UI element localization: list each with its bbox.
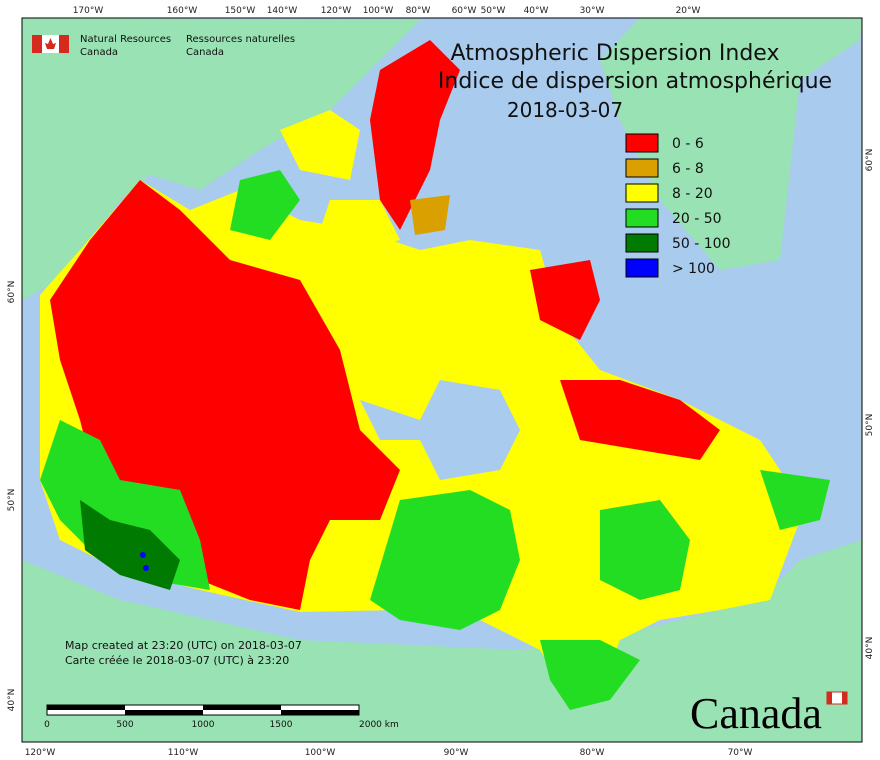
southern-ontario-green [540, 640, 640, 710]
hudson-bay [360, 380, 520, 480]
legend-label: 0 - 6 [672, 136, 704, 152]
legend-swatch [625, 158, 659, 178]
maple-leaf [45, 38, 56, 49]
arctic-orange [410, 195, 450, 235]
scale-segment [281, 710, 359, 715]
map-frame [21, 17, 863, 743]
credit: Map created at 23:20 (UTC) on 2018-03-07 [65, 639, 302, 652]
latitude-label: 60°N [865, 149, 875, 172]
graticule-labels: 170°W 160°W 150°W 140°W 120°W 100°W 80°W 60°W 50… [7, 6, 875, 758]
longitude-label: 120°W [321, 6, 352, 16]
legend-label: > 100 [672, 261, 715, 277]
ontario-green [370, 490, 520, 630]
arctic-green [230, 170, 300, 240]
blue-spot [140, 552, 146, 558]
alaska-land [22, 18, 420, 300]
longitude-label: 100°W [363, 6, 394, 16]
scale-segment [47, 705, 125, 710]
latitude-label: 40°N [865, 637, 875, 660]
scale-label: 2000 km [359, 720, 399, 730]
latitude-label: 50°N [7, 489, 17, 512]
blue-spot [143, 565, 149, 571]
longitude-label: 120°W [25, 748, 56, 758]
longitude-label: 170°W [73, 6, 104, 16]
nfld-green [760, 470, 830, 530]
legend-label: 8 - 20 [672, 186, 713, 202]
labrador-red [560, 380, 720, 460]
longitude-label: 100°W [305, 748, 336, 758]
longitude-label: 20°W [676, 6, 701, 16]
flag-bar [59, 35, 69, 53]
longitude-label: 150°W [225, 6, 256, 16]
legend-label: 20 - 50 [672, 211, 722, 227]
longitude-label: 80°W [406, 6, 431, 16]
legend-label: 50 - 100 [672, 236, 731, 252]
longitude-label: 50°W [481, 6, 506, 16]
ellesmere-red [370, 40, 460, 230]
latitude-label: 60°N [7, 281, 17, 304]
legend-swatch [625, 233, 659, 253]
frame-border [21, 17, 863, 743]
longitude-label: 90°W [444, 748, 469, 758]
agency-fr: Canada [186, 47, 224, 58]
wordmark: Canada [690, 689, 822, 738]
greenland [600, 18, 862, 270]
latitude-label: 40°N [7, 689, 17, 712]
scale-label: 1000 [192, 720, 215, 730]
latitude-label: 50°N [865, 414, 875, 437]
credit: Carte créée le 2018-03-07 (UTC) à 23:20 [65, 654, 289, 667]
legend-swatch [625, 258, 659, 278]
longitude-label: 80°W [580, 748, 605, 758]
scale-label: 0 [44, 720, 50, 730]
legend-label: 6 - 8 [672, 161, 704, 177]
legend-swatch [625, 133, 659, 153]
longitude-label: 160°W [167, 6, 198, 16]
arctic-yellow [280, 110, 360, 180]
flag-bar [32, 35, 42, 53]
agency-en: Natural Resources [80, 34, 171, 45]
legend-swatch [625, 183, 659, 203]
agency-fr: Ressources naturelles [186, 34, 295, 45]
title: Indice de dispersion atmosphérique [438, 69, 832, 94]
longitude-label: 30°W [580, 6, 605, 16]
baffin-red [530, 260, 600, 340]
scale-bar: 0 500 1000 1500 2000 km [44, 704, 399, 730]
title: Atmospheric Dispersion Index [451, 41, 780, 66]
date: 2018-03-07 [507, 98, 623, 122]
longitude-label: 60°W [452, 6, 477, 16]
longitude-label: 140°W [267, 6, 298, 16]
bc-darkgreen [80, 500, 180, 590]
wordmark-flag [827, 692, 832, 704]
legend-swatch [625, 208, 659, 228]
longitude-label: 70°W [728, 748, 753, 758]
quebec-green [600, 500, 690, 600]
scale-label: 1500 [270, 720, 293, 730]
agency-en: Canada [80, 47, 118, 58]
scale-label: 500 [116, 720, 133, 730]
scale-segment [125, 710, 203, 715]
scale-segment [203, 705, 281, 710]
longitude-label: 40°W [524, 6, 549, 16]
wordmark-flag [842, 692, 847, 704]
longitude-label: 110°W [168, 748, 199, 758]
legend: 0 - 6 6 - 8 8 - 20 20 - 50 50 - 100 > 100 [625, 133, 731, 278]
arctic-yellow [320, 200, 400, 250]
usa-land [22, 540, 862, 742]
agency-signature: Natural Resources Canada Ressources natu… [32, 34, 295, 58]
